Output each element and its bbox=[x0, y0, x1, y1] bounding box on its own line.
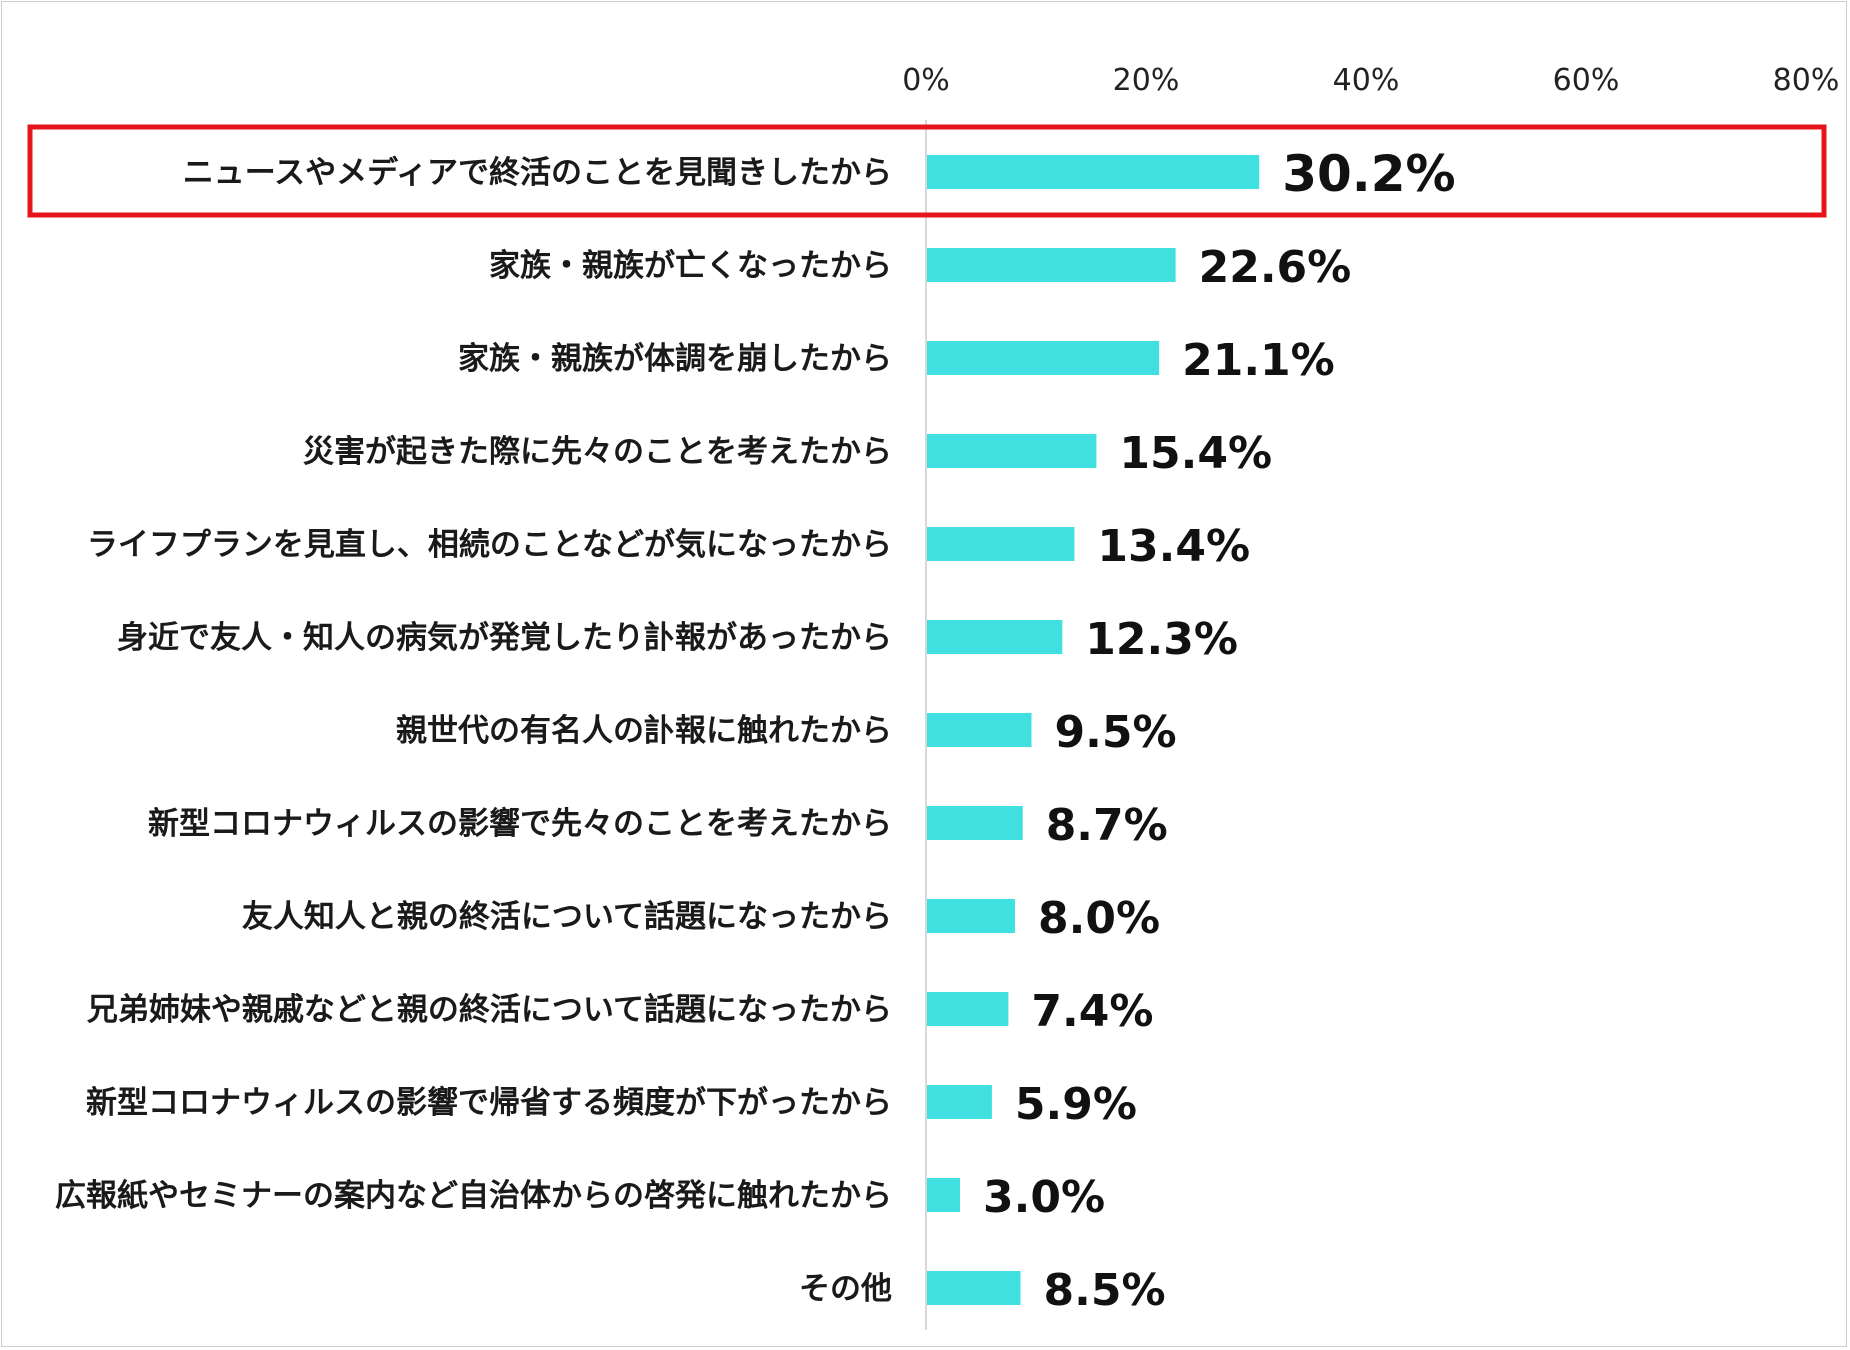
bar bbox=[927, 155, 1260, 189]
category-label: 新型コロナウィルスの影響で帰省する頻度が下がったから bbox=[86, 1085, 892, 1121]
category-label: 新型コロナウィルスの影響で先々のことを考えたから bbox=[148, 806, 892, 842]
bar bbox=[927, 341, 1160, 375]
value-label: 8.5% bbox=[1044, 1265, 1166, 1316]
bar bbox=[927, 713, 1032, 747]
value-label: 8.0% bbox=[1038, 893, 1160, 944]
category-label: 身近で友人・知人の病気が発覚したり訃報があったから bbox=[117, 620, 892, 656]
bar bbox=[927, 1178, 960, 1212]
bar bbox=[927, 1085, 992, 1119]
value-label: 7.4% bbox=[1031, 986, 1153, 1037]
value-label: 13.4% bbox=[1097, 521, 1250, 572]
x-tick-label: 40% bbox=[1333, 63, 1400, 98]
x-axis-tick-labels: 0% 20% 40% 60% 80% bbox=[902, 63, 1839, 98]
value-labels: 30.2% 22.6% 21.1% 15.4% 13.4% 12.3% 9.5% 8.7% 8.… bbox=[983, 145, 1456, 1316]
value-label: 9.5% bbox=[1055, 707, 1177, 758]
category-label: 家族・親族が亡くなったから bbox=[489, 248, 892, 284]
value-label: 12.3% bbox=[1085, 614, 1238, 665]
x-tick-label: 0% bbox=[902, 63, 950, 98]
value-label: 22.6% bbox=[1199, 242, 1352, 293]
bar bbox=[927, 1271, 1021, 1305]
bars bbox=[927, 155, 1260, 1305]
category-label: 広報紙やセミナーの案内など自治体からの啓発に触れたから bbox=[55, 1178, 892, 1214]
category-label: ライフプランを見直し、相続のことなどが気になったから bbox=[87, 527, 892, 563]
bar bbox=[927, 434, 1097, 468]
category-label: 兄弟姉妹や親戚などと親の終活について話題になったから bbox=[87, 992, 892, 1028]
value-label: 3.0% bbox=[983, 1172, 1105, 1223]
category-label: 親世代の有名人の訃報に触れたから bbox=[396, 713, 892, 749]
value-label: 5.9% bbox=[1015, 1079, 1137, 1130]
category-label: その他 bbox=[799, 1271, 892, 1307]
highlight-box bbox=[27, 124, 1827, 218]
category-label: 災害が起きた際に先々のことを考えたから bbox=[303, 434, 892, 470]
x-tick-label: 20% bbox=[1113, 63, 1180, 98]
bar bbox=[927, 248, 1176, 282]
value-label: 30.2% bbox=[1282, 145, 1455, 203]
x-tick-label: 80% bbox=[1773, 63, 1840, 98]
bar bbox=[927, 620, 1063, 654]
category-labels: ニュースやメディアで終活のことを見聞きしたから家族・親族が亡くなったから家族・親… bbox=[55, 155, 892, 1307]
value-label: 15.4% bbox=[1119, 428, 1272, 479]
bar bbox=[927, 527, 1075, 561]
bar bbox=[927, 806, 1023, 840]
value-label: 21.1% bbox=[1182, 335, 1335, 386]
bar bbox=[927, 992, 1009, 1026]
category-label: ニュースやメディアで終活のことを見聞きしたから bbox=[183, 155, 892, 191]
value-label: 8.7% bbox=[1046, 800, 1168, 851]
bar bbox=[927, 899, 1015, 933]
x-tick-label: 60% bbox=[1553, 63, 1620, 98]
category-label: 家族・親族が体調を崩したから bbox=[458, 341, 892, 377]
category-label: 友人知人と親の終活について話題になったから bbox=[242, 899, 892, 935]
